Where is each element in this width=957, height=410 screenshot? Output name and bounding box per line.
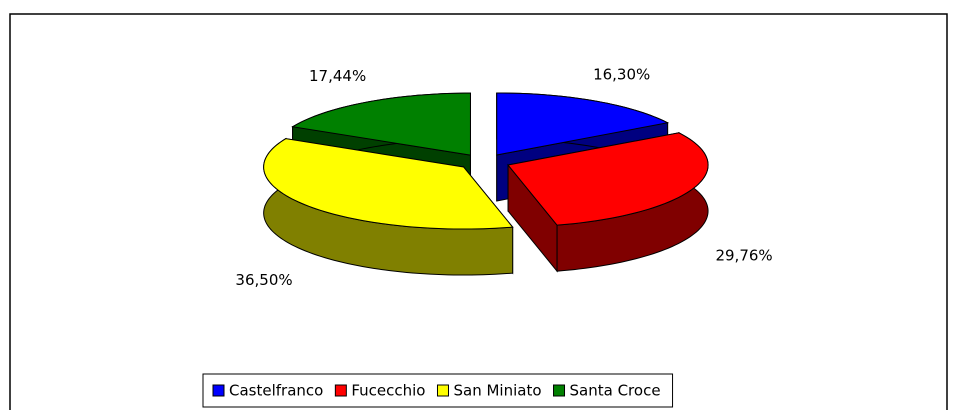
pie-slice [507,131,709,273]
legend-label: Castelfranco [229,382,323,400]
legend-label: San Miniato [453,382,541,400]
legend: Castelfranco Fucecchio San Miniato Santa Cr… [202,373,674,408]
legend-swatch [436,384,449,397]
pie-slice [263,137,514,276]
slice-top [263,138,514,230]
data-label: 16,30% [593,65,650,83]
data-label: 36,50% [235,271,292,289]
legend-swatch [212,384,225,397]
data-label: 17,44% [309,67,366,85]
slice-top [291,92,471,156]
slice-top [507,132,709,226]
legend-swatch [334,384,347,397]
slice-top [496,92,670,156]
data-label: 29,76% [715,246,772,264]
legend-label: Fucecchio [351,382,425,400]
legend-swatch [553,384,566,397]
legend-label: Santa Croce [570,382,661,400]
